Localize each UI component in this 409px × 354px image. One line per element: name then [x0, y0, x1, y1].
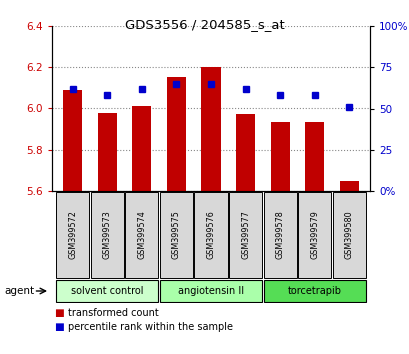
Bar	[228, 192, 261, 278]
Text: GSM399578: GSM399578	[275, 211, 284, 259]
Bar	[263, 280, 365, 302]
Text: GSM399575: GSM399575	[171, 211, 180, 259]
Text: GSM399574: GSM399574	[137, 211, 146, 259]
Text: GDS3556 / 204585_s_at: GDS3556 / 204585_s_at	[125, 18, 284, 31]
Text: GSM399580: GSM399580	[344, 211, 353, 259]
Bar	[56, 192, 89, 278]
Bar	[166, 76, 186, 191]
Bar	[304, 122, 324, 191]
Bar	[160, 192, 193, 278]
Text: ■: ■	[54, 322, 64, 332]
Text: angiotensin II: angiotensin II	[178, 286, 243, 296]
Bar	[63, 90, 82, 191]
Bar	[160, 280, 261, 302]
Bar	[98, 113, 117, 191]
Text: torcetrapib: torcetrapib	[287, 286, 341, 296]
Text: GSM399573: GSM399573	[103, 211, 112, 259]
Text: GSM399579: GSM399579	[310, 211, 319, 259]
Bar	[236, 114, 254, 191]
Text: percentile rank within the sample: percentile rank within the sample	[68, 322, 233, 332]
Text: agent: agent	[4, 286, 34, 296]
Text: solvent control: solvent control	[71, 286, 143, 296]
Bar	[270, 122, 289, 191]
Text: GSM399572: GSM399572	[68, 211, 77, 259]
Bar	[56, 280, 158, 302]
Bar	[132, 107, 151, 191]
Bar	[339, 181, 358, 191]
Bar	[194, 192, 227, 278]
Bar	[90, 192, 124, 278]
Bar	[201, 67, 220, 191]
Text: transformed count: transformed count	[68, 308, 159, 318]
Text: GSM399577: GSM399577	[240, 211, 249, 259]
Bar	[263, 192, 296, 278]
Bar	[297, 192, 330, 278]
Bar	[332, 192, 365, 278]
Text: GSM399576: GSM399576	[206, 211, 215, 259]
Bar	[125, 192, 158, 278]
Text: ■: ■	[54, 308, 64, 318]
